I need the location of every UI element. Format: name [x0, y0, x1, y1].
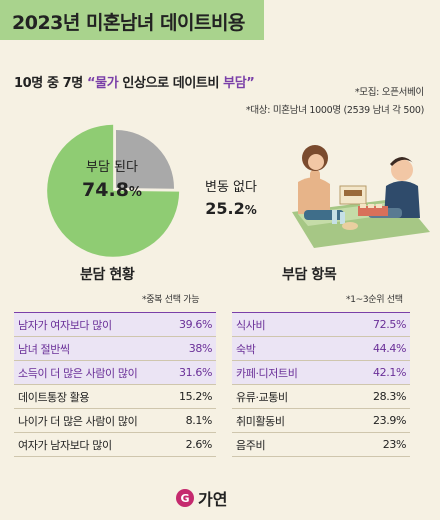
- row-label: 식사비: [232, 312, 344, 337]
- headline-highlight-burden: 부담: [223, 76, 247, 91]
- pie-value-nochange: 25.2%: [188, 199, 274, 218]
- headline-open-quote: “: [87, 76, 96, 91]
- section-note-split: *중복 선택 가능: [142, 295, 200, 305]
- row-value: 28.3%: [343, 384, 410, 409]
- row-value: 15.2%: [166, 384, 216, 409]
- table-row: 취미활동비 23.9%: [232, 408, 410, 433]
- headline-close-quote: ”: [246, 76, 255, 91]
- table-row: 데이트통장 활용 15.2%: [14, 384, 216, 409]
- table-row: 남자가 여자보다 많이 39.6%: [14, 312, 216, 337]
- table-row: 음주비 23%: [232, 432, 410, 457]
- table-row: 식사비 72.5%: [232, 312, 410, 337]
- section-title-items: 부담 항목: [282, 267, 337, 283]
- pie-label-burden-text: 부담 된다: [86, 160, 138, 175]
- table-row: 소득이 더 많은 사람이 많이 31.6%: [14, 360, 216, 385]
- brand-logo-text: 가연: [198, 490, 228, 509]
- row-value: 31.6%: [166, 360, 216, 385]
- pie-slice-burden: [47, 124, 180, 257]
- pie-value-nochange-unit: %: [244, 203, 257, 217]
- section-note-items: *1~3순위 선택: [346, 295, 403, 305]
- page-title: 2023년 미혼남녀 데이트비용: [12, 12, 245, 34]
- row-label: 취미활동비: [232, 408, 344, 433]
- pie-value-burden-number: 74.8: [82, 179, 129, 201]
- table-row: 숙박 44.4%: [232, 336, 410, 361]
- headline-highlight-price: 물가: [95, 76, 119, 91]
- row-label: 유류·교통비: [232, 384, 344, 409]
- brand-logo: G 가연: [176, 486, 227, 510]
- pie-value-nochange-number: 25.2: [205, 199, 245, 218]
- row-value: 39.6%: [166, 312, 216, 337]
- pie-slice-nochange: [116, 130, 174, 189]
- title-band: [0, 0, 264, 40]
- headline-prefix: 10명 중 7명: [14, 76, 87, 91]
- section-title-split: 분담 현황: [80, 267, 135, 283]
- row-value: 44.4%: [343, 336, 410, 361]
- picnic-couple-illustration: [292, 145, 430, 248]
- pie-label-nochange-text: 변동 없다: [205, 180, 257, 195]
- brand-logo-icon: G: [176, 489, 194, 507]
- row-value: 38%: [166, 336, 216, 361]
- row-label: 여자가 남자보다 많이: [14, 432, 167, 457]
- row-label: 남자가 여자보다 많이: [14, 312, 167, 337]
- row-label: 남녀 절반씩: [14, 336, 167, 361]
- pie-label-nochange: 변동 없다 25.2%: [188, 176, 274, 218]
- row-value: 23%: [343, 432, 410, 457]
- pie-value-burden-unit: %: [128, 185, 142, 200]
- row-label: 카페·디저트비: [232, 360, 344, 385]
- table-row: 남녀 절반씩 38%: [14, 336, 216, 361]
- row-value: 8.1%: [166, 408, 216, 433]
- table-row: 카페·디저트비 42.1%: [232, 360, 410, 385]
- row-label: 숙박: [232, 336, 344, 361]
- table-row: 여자가 남자보다 많이 2.6%: [14, 432, 216, 457]
- pie-value-burden: 74.8%: [70, 179, 154, 201]
- table-row: 나이가 더 많은 사람이 많이 8.1%: [14, 408, 216, 433]
- headline: 10명 중 7명 “물가 인상으로 데이트비 부담”: [14, 72, 255, 91]
- pie-label-burden: 부담 된다 74.8%: [70, 156, 154, 201]
- row-value: 42.1%: [343, 360, 410, 385]
- pie-chart: [36, 108, 196, 268]
- row-label: 소득이 더 많은 사람이 많이: [14, 360, 167, 385]
- row-label: 나이가 더 많은 사람이 많이: [14, 408, 167, 433]
- row-value: 23.9%: [343, 408, 410, 433]
- table-row: 유류·교통비 28.3%: [232, 384, 410, 409]
- pie-svg: [47, 124, 180, 257]
- row-value: 72.5%: [343, 312, 410, 337]
- headline-middle: 인상으로 데이트비: [118, 76, 224, 91]
- row-value: 2.6%: [166, 432, 216, 457]
- survey-note: *모집: 오픈서베이: [354, 87, 424, 98]
- items-table: 식사비 72.5% 숙박 44.4% 카페·디저트비 42.1% 유류·교통비 28.3% 취미…: [232, 312, 410, 457]
- row-label: 데이트통장 활용: [14, 384, 167, 409]
- target-note: *대상: 미혼남녀 1000명 (2539 남녀 각 500): [245, 105, 424, 116]
- row-label: 음주비: [232, 432, 344, 457]
- split-table: 남자가 여자보다 많이 39.6% 남녀 절반씩 38% 소득이 더 많은 사람이 많이…: [14, 312, 216, 457]
